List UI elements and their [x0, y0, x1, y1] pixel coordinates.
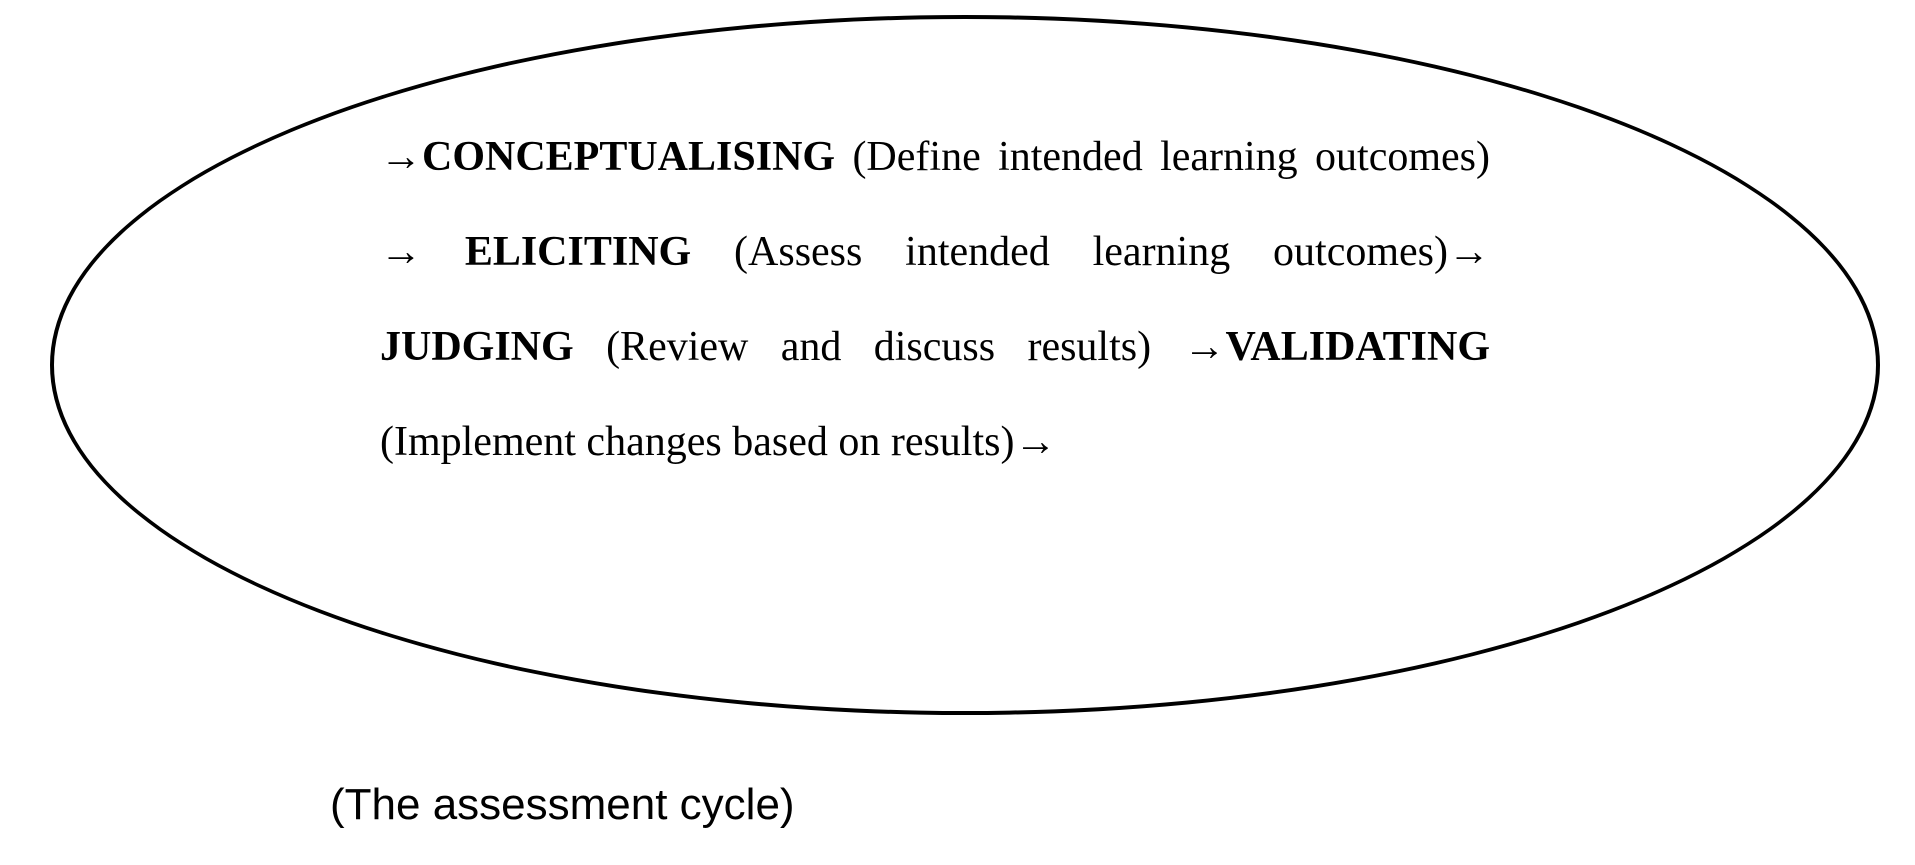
step-conceptualising-desc: (Define intended learning outcomes): [835, 134, 1490, 180]
cycle-text-block: →CONCEPTUALISING (Define intended learni…: [380, 110, 1490, 490]
arrow-icon: →: [380, 229, 422, 275]
step-validating: VALIDATING: [1225, 324, 1490, 370]
step-eliciting: ELICITING: [465, 229, 691, 275]
diagram-caption: (The assessment cycle): [330, 780, 795, 830]
arrow-icon: →: [1014, 419, 1056, 465]
step-validating-desc: (Implement changes based on results): [380, 419, 1014, 465]
step-conceptualising: CONCEPTUALISING: [422, 134, 835, 180]
assessment-cycle-diagram: →CONCEPTUALISING (Define intended learni…: [0, 0, 1915, 865]
step-judging: JUDGING: [380, 324, 574, 370]
arrow-icon: →: [1183, 324, 1225, 370]
arrow-icon: →: [1448, 229, 1490, 275]
arrow-icon: →: [380, 134, 422, 180]
step-judging-desc: (Review and discuss results): [574, 324, 1184, 370]
step-eliciting-desc: (Assess intended learning outcomes): [691, 229, 1448, 275]
